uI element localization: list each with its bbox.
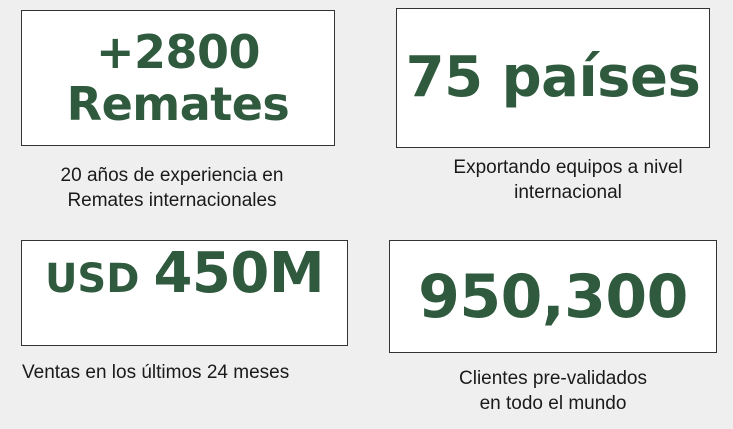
caption-line-1: Clientes pre-validados	[459, 368, 647, 389]
stat-currency-prefix: USD	[44, 256, 140, 302]
stat-value-line-1: +2800	[95, 25, 261, 79]
stat-value: 950,300	[418, 261, 688, 332]
stat-value: 75 países	[405, 45, 701, 110]
caption-line-1: Ventas en los últimos 24 meses	[22, 362, 290, 383]
stat-caption-paises: Exportando equipos a nivel internacional	[418, 155, 718, 205]
stat-caption-remates: 20 años de experiencia en Remates intern…	[22, 163, 322, 213]
stat-caption-ventas: Ventas en los últimos 24 meses	[22, 360, 352, 385]
stat-card-remates: +2800 Remates	[21, 10, 335, 146]
caption-line-1: Exportando equipos a nivel	[453, 157, 683, 178]
stat-card-clientes: 950,300	[389, 240, 717, 353]
stat-caption-clientes: Clientes pre-validados en todo el mundo	[403, 366, 703, 416]
stat-value-line-2: Remates	[66, 77, 290, 131]
caption-line-2: en todo el mundo	[479, 393, 627, 414]
caption-line-1: 20 años de experiencia en	[60, 165, 284, 186]
caption-line-2: internacional	[514, 182, 622, 203]
stat-card-ventas: USD 450M	[21, 240, 348, 346]
stat-value: 450M	[153, 241, 325, 306]
stat-card-paises: 75 países	[396, 8, 710, 148]
caption-line-2: Remates internacionales	[67, 190, 277, 211]
